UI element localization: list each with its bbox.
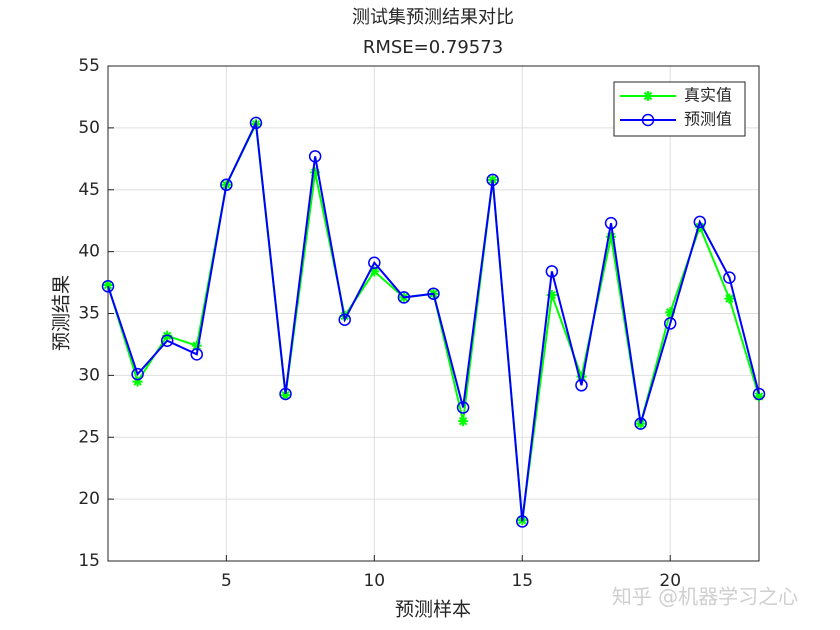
marker — [634, 417, 647, 430]
marker — [220, 178, 233, 192]
marker — [458, 416, 469, 427]
marker — [754, 391, 764, 402]
y-tick-label: 20 — [78, 489, 100, 509]
marker — [693, 215, 707, 229]
chart-subtitle: RMSE=0.79573 — [363, 37, 503, 58]
marker — [249, 116, 263, 130]
series-line — [107, 119, 760, 522]
y-tick-label: 55 — [78, 56, 100, 76]
marker — [606, 231, 617, 242]
marker — [132, 376, 143, 387]
marker — [663, 317, 677, 330]
marker — [604, 216, 618, 230]
y-tick-label: 30 — [78, 365, 100, 385]
x-axis-label: 预测样本 — [395, 599, 471, 621]
marker — [101, 280, 115, 293]
y-tick-label: 40 — [78, 242, 100, 262]
marker — [338, 313, 351, 326]
chart-title: 测试集预测结果对比 — [352, 7, 514, 28]
legend-label: 真实值 — [684, 86, 732, 105]
y-tick-label: 15 — [78, 551, 100, 571]
marker — [280, 390, 291, 401]
marker — [545, 265, 559, 278]
marker — [724, 293, 735, 304]
marker — [576, 371, 587, 382]
marker — [665, 307, 676, 318]
x-tick-label: 5 — [221, 571, 232, 591]
legend-label: 预测值 — [684, 110, 732, 129]
x-tick-label: 10 — [363, 571, 385, 591]
marker — [103, 280, 113, 291]
marker — [190, 348, 204, 361]
x-tick-label: 20 — [659, 571, 681, 591]
y-tick-label: 35 — [78, 304, 100, 324]
legend-marker — [643, 91, 653, 101]
marker — [131, 367, 144, 381]
y-tick-label: 50 — [78, 118, 100, 138]
y-tick-label: 45 — [78, 180, 100, 200]
marker — [160, 334, 174, 347]
legend-marker — [641, 113, 655, 127]
marker — [308, 150, 322, 163]
x-tick-label: 15 — [511, 571, 533, 591]
marker — [369, 266, 380, 277]
marker — [575, 379, 588, 392]
marker — [191, 340, 202, 351]
marker — [723, 271, 736, 284]
marker — [516, 515, 529, 528]
marker — [310, 167, 321, 178]
marker — [752, 387, 766, 401]
marker — [486, 173, 499, 187]
y-axis-label: 预测结果 — [51, 275, 73, 351]
marker — [368, 256, 381, 270]
marker — [456, 401, 470, 414]
legend-box — [613, 81, 746, 137]
marker — [279, 387, 292, 401]
marker — [427, 287, 440, 300]
watermark: 知乎 @机器学习之心 — [612, 585, 798, 609]
marker — [397, 291, 411, 304]
y-tick-label: 25 — [78, 427, 100, 447]
marker — [546, 289, 557, 300]
plot-frame — [107, 65, 760, 562]
